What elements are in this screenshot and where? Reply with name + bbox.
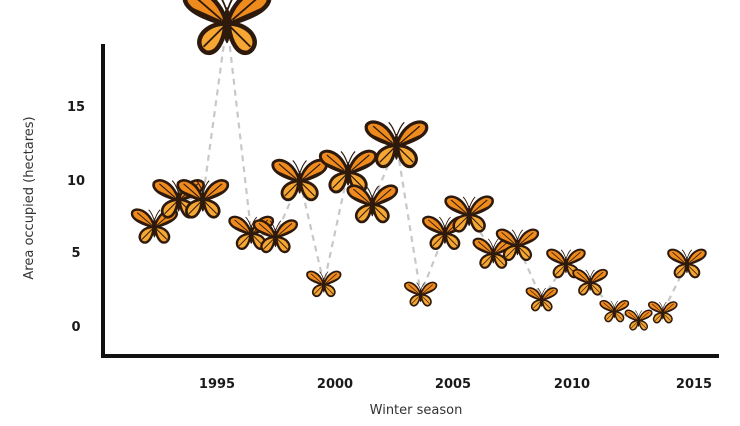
x-tick-label-2015: 2015 <box>676 377 712 392</box>
butterfly-marker-2003 <box>364 120 429 169</box>
y-tick-label-15: 15 <box>67 100 85 115</box>
y-tick-label-0: 0 <box>71 320 80 335</box>
butterfly-marker-1999 <box>271 158 328 202</box>
x-tick-label-2000: 2000 <box>317 377 353 392</box>
butterfly-marker-2004 <box>404 281 438 307</box>
butterfly-marker-1996 <box>185 0 269 53</box>
x-tick-label-2005: 2005 <box>435 377 471 392</box>
butterfly-marker-2002 <box>346 184 399 224</box>
butterfly-marker-2000 <box>306 270 342 298</box>
butterfly-marker-2015 <box>667 248 707 279</box>
butterfly-marker-2009 <box>525 287 558 312</box>
butterfly-marker-2012 <box>599 299 630 323</box>
butterfly-marker-2011 <box>572 268 608 296</box>
axes <box>101 44 719 358</box>
y-axis-title: Area occupied (hectares) <box>22 116 37 279</box>
butterfly-marker-2001 <box>318 149 378 194</box>
y-tick-label-5: 5 <box>71 246 80 261</box>
x-axis-title: Winter season <box>370 403 463 418</box>
y-tick-label-10: 10 <box>67 174 85 189</box>
x-tick-labels: 1995 2000 2005 2010 2015 <box>199 377 712 392</box>
x-tick-label-1995: 1995 <box>199 377 235 392</box>
butterfly-marker-2014 <box>648 301 678 324</box>
butterfly-marker-2006 <box>444 195 494 233</box>
y-tick-labels: 0 5 10 15 <box>67 100 85 335</box>
butterfly-marker-2013 <box>624 309 653 331</box>
x-tick-label-2010: 2010 <box>554 377 590 392</box>
